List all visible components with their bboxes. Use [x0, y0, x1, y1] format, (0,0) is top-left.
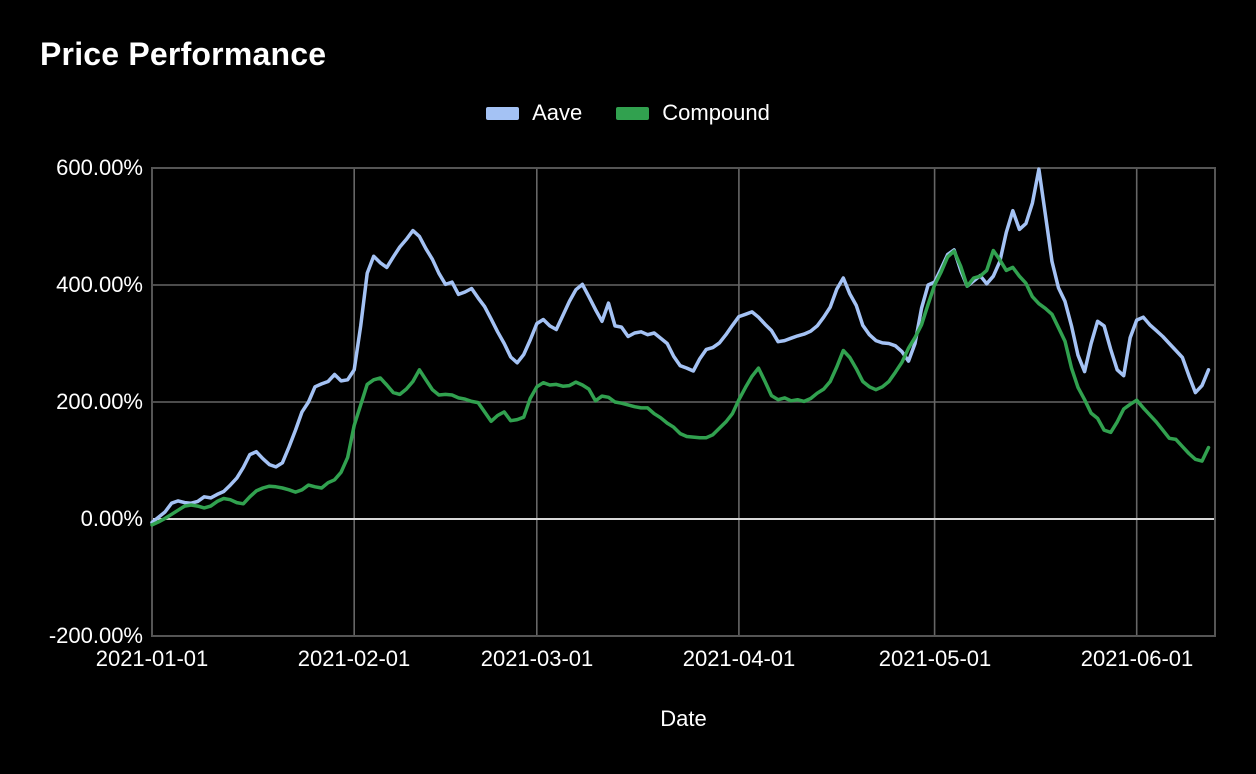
series-line-compound [150, 248, 1211, 527]
series-line-aave [150, 167, 1211, 525]
chart-legend: Aave Compound [0, 100, 1256, 126]
y-tick-label: 400.00% [56, 272, 143, 297]
x-tick-label: 2021-01-01 [95, 646, 209, 671]
x-axis-title: Date [660, 706, 707, 731]
legend-label-compound: Compound [662, 100, 770, 125]
legend-swatch-aave [486, 106, 520, 120]
x-tick-label: 2021-06-01 [1080, 646, 1194, 671]
y-tick-label: 600.00% [56, 155, 143, 180]
y-tick-label: 200.00% [56, 389, 143, 414]
x-tick-label: 2021-04-01 [682, 646, 796, 671]
legend-swatch-compound [616, 106, 650, 120]
y-tick-label: -200.00% [48, 623, 143, 648]
plot-border [151, 167, 1216, 637]
x-tick-label: 2021-02-01 [297, 646, 411, 671]
legend-item-aave: Aave [486, 100, 582, 126]
x-tick-label: 2021-03-01 [480, 646, 594, 671]
x-tick-label: 2021-05-01 [878, 646, 992, 671]
legend-label-aave: Aave [532, 100, 583, 125]
y-tick-label: 0.00% [80, 506, 143, 531]
legend-item-compound: Compound [616, 100, 770, 126]
chart-title: Price Performance [40, 36, 327, 72]
